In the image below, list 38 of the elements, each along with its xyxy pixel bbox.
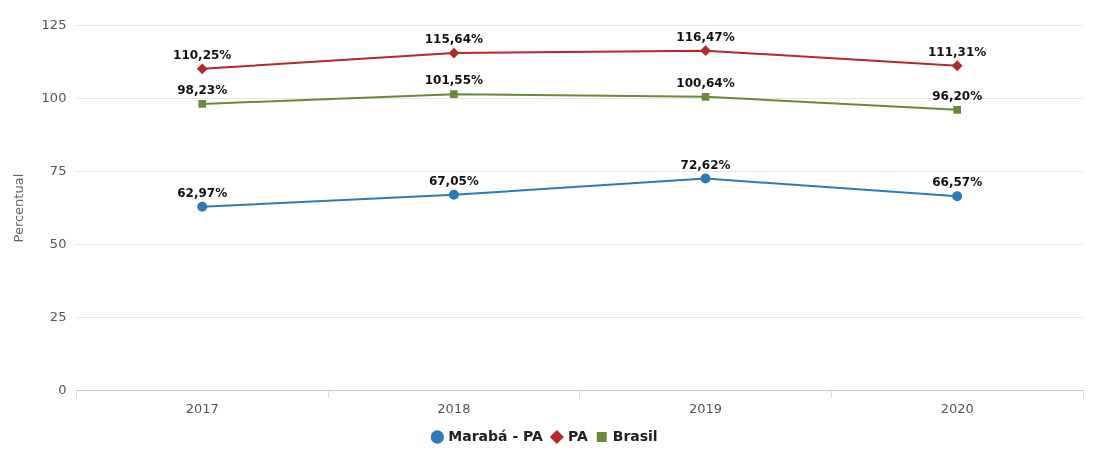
data-label: 116,47%	[676, 29, 735, 44]
point	[952, 60, 963, 71]
y-tick-label: 25	[49, 308, 67, 324]
data-label: 111,31%	[928, 44, 987, 59]
point	[700, 173, 711, 184]
data-label: 96,20%	[932, 88, 983, 103]
legend-label: Marabá - PA	[448, 427, 544, 444]
data-label: 72,62%	[680, 157, 731, 172]
data-label: 115,64%	[424, 32, 484, 47]
point	[198, 100, 207, 108]
data-label: 62,97%	[177, 185, 228, 200]
data-label: 98,23%	[177, 83, 228, 98]
y-axis-title: Percentual	[11, 173, 27, 243]
point	[197, 63, 208, 74]
y-tick-label: 125	[41, 17, 67, 33]
x-tick-label: 2019	[688, 400, 723, 416]
point	[450, 90, 458, 99]
data-label: 100,64%	[676, 75, 735, 90]
point	[952, 191, 963, 202]
point	[448, 189, 459, 200]
x-tick-label: 2020	[940, 400, 974, 416]
y-tick-label: 75	[49, 163, 67, 179]
data-label: 101,55%	[424, 73, 484, 88]
x-tick-label: 2017	[185, 400, 219, 416]
point	[701, 93, 710, 101]
data-label: 66,57%	[932, 175, 983, 190]
point	[700, 45, 711, 56]
legend-label: Brasil	[612, 427, 658, 444]
point	[448, 48, 459, 59]
point	[197, 201, 208, 212]
data-label: 67,05%	[428, 173, 479, 188]
point	[953, 105, 962, 114]
x-tick-label: 2018	[437, 400, 471, 416]
data-label: 110,25%	[173, 47, 232, 62]
y-tick-label: 0	[58, 381, 67, 397]
y-tick-label: 50	[49, 235, 67, 251]
legend-label: PA	[567, 427, 588, 444]
y-tick-label: 100	[41, 90, 67, 106]
